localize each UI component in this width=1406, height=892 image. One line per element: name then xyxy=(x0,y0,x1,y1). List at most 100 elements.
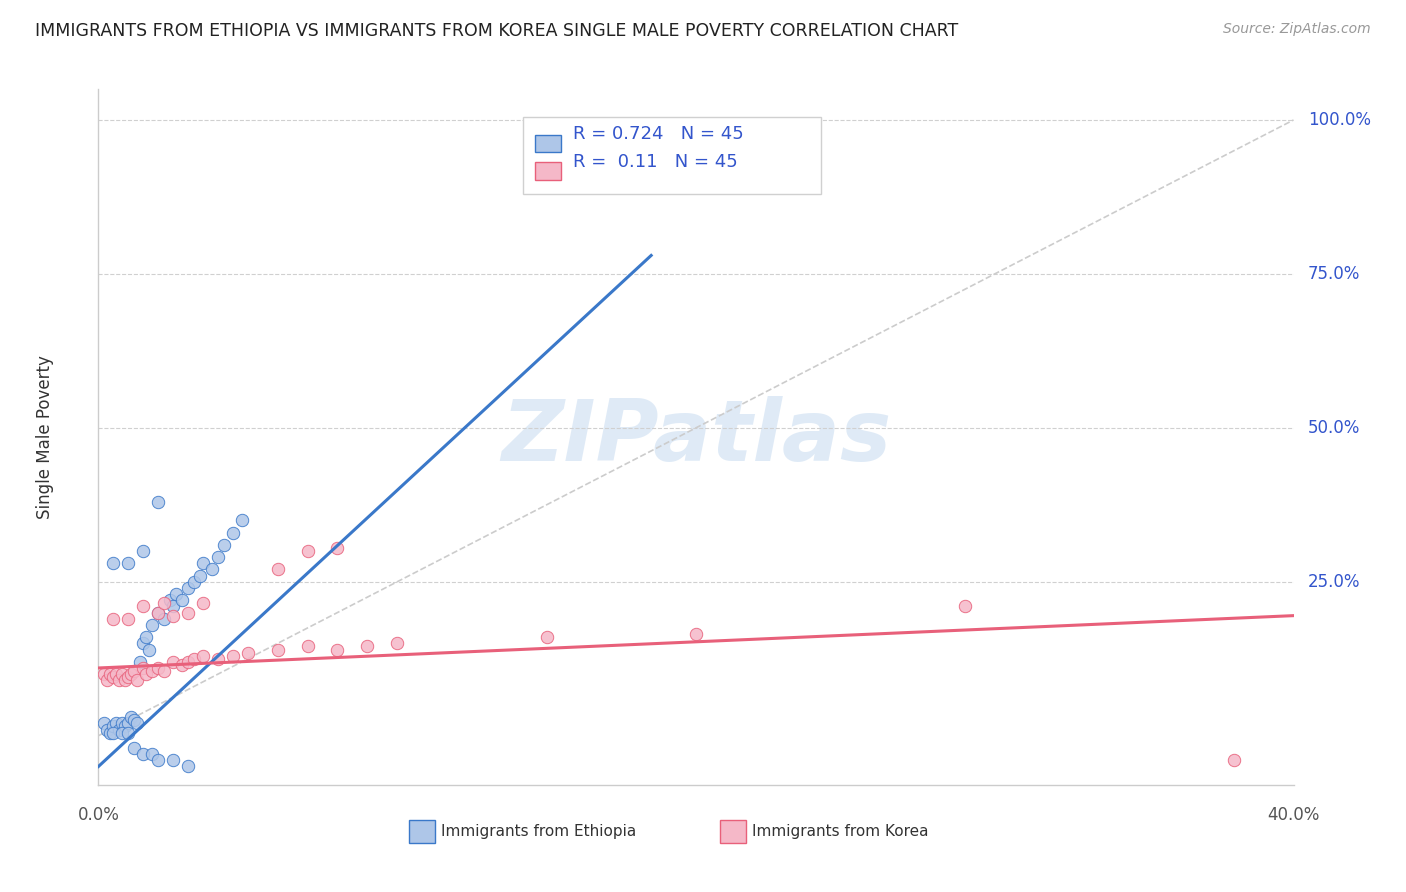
Text: 25.0%: 25.0% xyxy=(1308,573,1361,591)
FancyBboxPatch shape xyxy=(720,821,747,843)
Point xyxy=(132,747,155,761)
Point xyxy=(222,525,245,540)
Point xyxy=(111,716,134,731)
Point xyxy=(177,759,200,773)
Point xyxy=(385,636,409,650)
Text: 75.0%: 75.0% xyxy=(1308,265,1360,283)
Point xyxy=(326,642,349,657)
Text: 50.0%: 50.0% xyxy=(1308,419,1360,437)
FancyBboxPatch shape xyxy=(534,135,561,152)
Point xyxy=(326,541,349,555)
Point xyxy=(129,655,152,669)
Point xyxy=(177,581,200,595)
Point xyxy=(162,599,184,614)
Point xyxy=(201,562,224,576)
Point xyxy=(105,667,128,681)
Point xyxy=(93,667,115,681)
Point xyxy=(111,667,134,681)
Point xyxy=(222,648,245,663)
Text: ZIPatlas: ZIPatlas xyxy=(501,395,891,479)
Point xyxy=(177,655,200,669)
Text: Single Male Poverty: Single Male Poverty xyxy=(35,355,53,519)
Point xyxy=(953,599,976,614)
Point xyxy=(191,596,214,610)
Point xyxy=(114,673,136,688)
Point xyxy=(124,714,146,728)
Point xyxy=(148,606,170,620)
Point xyxy=(236,646,259,660)
Point xyxy=(132,544,155,558)
Point xyxy=(207,651,229,665)
Point xyxy=(117,716,139,731)
Text: 0.0%: 0.0% xyxy=(77,805,120,823)
Point xyxy=(111,725,134,739)
Point xyxy=(159,593,181,607)
Text: R =  0.11   N = 45: R = 0.11 N = 45 xyxy=(572,153,738,171)
Text: R = 0.724   N = 45: R = 0.724 N = 45 xyxy=(572,126,744,144)
Point xyxy=(103,557,125,571)
Point xyxy=(117,557,139,571)
Point xyxy=(191,648,214,663)
Point xyxy=(96,723,118,737)
Point xyxy=(267,562,290,576)
Point xyxy=(183,651,205,665)
Point xyxy=(162,753,184,767)
Point xyxy=(103,725,125,739)
Point xyxy=(135,630,157,644)
Point xyxy=(148,753,170,767)
Point xyxy=(105,716,128,731)
Text: Immigrants from Korea: Immigrants from Korea xyxy=(752,824,928,839)
Point xyxy=(297,544,319,558)
Point xyxy=(132,636,155,650)
Point xyxy=(127,673,149,688)
Text: IMMIGRANTS FROM ETHIOPIA VS IMMIGRANTS FROM KOREA SINGLE MALE POVERTY CORRELATIO: IMMIGRANTS FROM ETHIOPIA VS IMMIGRANTS F… xyxy=(35,22,959,40)
Point xyxy=(108,723,131,737)
Point xyxy=(183,574,205,589)
Point xyxy=(212,538,235,552)
Point xyxy=(165,587,187,601)
Point xyxy=(108,673,131,688)
Point xyxy=(117,725,139,739)
Point xyxy=(117,612,139,626)
Point xyxy=(148,494,170,508)
FancyBboxPatch shape xyxy=(534,162,561,179)
Point xyxy=(188,568,211,582)
Point xyxy=(120,667,142,681)
Point xyxy=(267,642,290,657)
Text: 40.0%: 40.0% xyxy=(1267,805,1320,823)
Point xyxy=(1223,753,1246,767)
Point xyxy=(231,513,253,527)
Point xyxy=(103,719,125,733)
Point xyxy=(356,640,378,654)
Point xyxy=(103,670,125,684)
Point xyxy=(138,642,160,657)
Point xyxy=(114,719,136,733)
Point xyxy=(685,627,707,641)
Point xyxy=(117,670,139,684)
Text: Immigrants from Ethiopia: Immigrants from Ethiopia xyxy=(441,824,637,839)
Point xyxy=(93,716,115,731)
FancyBboxPatch shape xyxy=(409,821,436,843)
Point xyxy=(141,664,163,678)
Point xyxy=(98,725,122,739)
Point xyxy=(177,606,200,620)
Point xyxy=(297,640,319,654)
Point xyxy=(96,673,118,688)
Point xyxy=(162,655,184,669)
Point xyxy=(127,716,149,731)
Point xyxy=(153,596,176,610)
Point xyxy=(132,599,155,614)
Point xyxy=(207,550,229,565)
Point xyxy=(153,664,176,678)
Point xyxy=(120,710,142,724)
Point xyxy=(141,618,163,632)
Point xyxy=(135,667,157,681)
Point xyxy=(98,667,122,681)
Point xyxy=(141,747,163,761)
Point xyxy=(132,661,155,675)
Point xyxy=(124,741,146,756)
Text: 100.0%: 100.0% xyxy=(1308,111,1371,129)
FancyBboxPatch shape xyxy=(523,117,821,194)
Point xyxy=(162,608,184,623)
Point xyxy=(172,593,194,607)
